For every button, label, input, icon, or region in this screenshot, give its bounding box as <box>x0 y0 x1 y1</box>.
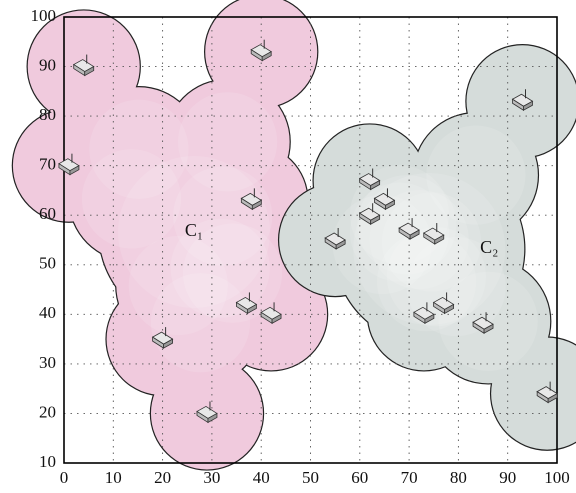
router-side <box>547 392 558 404</box>
router-side <box>335 239 346 250</box>
router <box>373 188 396 211</box>
router <box>151 327 174 349</box>
router <box>72 54 95 77</box>
router-side <box>261 51 272 62</box>
router-side <box>69 164 80 176</box>
cloud-shade <box>89 99 189 199</box>
x-tick-label: 0 <box>60 468 69 487</box>
router-side <box>84 65 95 77</box>
x-tick-label: 20 <box>154 468 171 487</box>
cloud <box>277 44 576 451</box>
x-tick-label: 70 <box>401 468 418 487</box>
router <box>536 381 558 404</box>
router <box>235 292 258 315</box>
router-side <box>409 229 420 240</box>
router-side <box>207 412 218 424</box>
router-side <box>434 234 445 245</box>
y-tick-label: 90 <box>39 55 56 74</box>
cloud-shade <box>369 189 469 290</box>
router-side <box>251 199 262 211</box>
router-side <box>247 303 257 315</box>
router-side <box>385 199 395 211</box>
x-tick-label: 60 <box>351 468 368 487</box>
router <box>324 228 346 250</box>
cloud-shade <box>353 173 506 326</box>
router <box>472 312 494 334</box>
cloud-shade <box>173 166 273 266</box>
cloud-fill <box>99 136 290 327</box>
cloud-shade <box>406 237 506 337</box>
y-tick-label: 10 <box>39 452 56 471</box>
router-side <box>370 179 381 191</box>
y-tick-label: 20 <box>39 402 56 421</box>
y-tick-label: 80 <box>39 105 56 124</box>
router <box>240 188 263 211</box>
x-tick-label: 30 <box>203 468 220 487</box>
cloud-shade <box>118 155 271 308</box>
cloud-shade <box>386 227 487 327</box>
x-tick-label: 90 <box>499 468 516 487</box>
router <box>358 168 381 191</box>
router <box>250 39 272 62</box>
x-tick-label: 100 <box>544 468 570 487</box>
y-tick-label: 100 <box>31 6 57 25</box>
router <box>58 153 80 176</box>
router-side <box>370 214 381 225</box>
router <box>511 89 534 111</box>
cloud-shade <box>128 235 228 336</box>
y-tick-label: 70 <box>39 155 56 174</box>
router-side <box>163 338 174 349</box>
router <box>422 223 445 245</box>
router-side <box>523 100 533 111</box>
coverage-clouds <box>11 0 576 471</box>
router <box>432 292 455 315</box>
cloud-shade <box>150 273 251 373</box>
cloud-shade <box>332 194 432 295</box>
cloud-shade <box>426 125 526 225</box>
router-side <box>444 303 455 315</box>
cluster-label: C₁ <box>185 220 203 240</box>
cloud-shade <box>81 149 182 249</box>
x-tick-label: 50 <box>302 468 319 487</box>
cloud-shade <box>170 218 270 318</box>
router <box>196 401 218 424</box>
y-tick-label: 40 <box>39 303 56 322</box>
cloud-shade <box>349 165 450 265</box>
x-tick-label: 80 <box>450 468 467 487</box>
plot-frame <box>63 16 558 464</box>
y-tick-label: 50 <box>39 254 56 273</box>
router <box>260 302 282 325</box>
router <box>398 218 420 240</box>
cloud-shade <box>182 223 283 323</box>
router-side <box>424 313 435 325</box>
cluster-label: C₂ <box>480 237 498 257</box>
cloud-shade <box>178 92 278 192</box>
x-tick-label: 10 <box>105 468 122 487</box>
x-tick-label: 40 <box>253 468 270 487</box>
y-tick-label: 30 <box>39 353 56 372</box>
router-side <box>483 323 494 334</box>
router <box>413 302 435 325</box>
router-side <box>271 313 282 325</box>
router <box>358 203 381 225</box>
y-tick-label: 60 <box>39 204 56 223</box>
